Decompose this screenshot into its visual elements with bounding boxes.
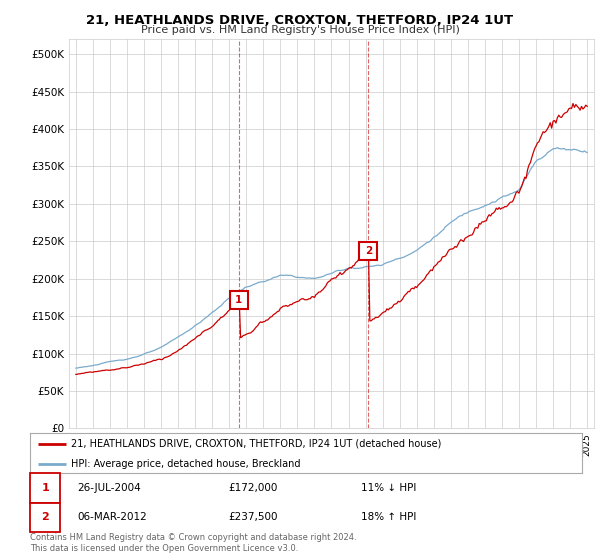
Text: £237,500: £237,500: [229, 512, 278, 522]
Text: Price paid vs. HM Land Registry's House Price Index (HPI): Price paid vs. HM Land Registry's House …: [140, 25, 460, 35]
Text: 2: 2: [41, 512, 49, 522]
Text: Contains HM Land Registry data © Crown copyright and database right 2024.
This d: Contains HM Land Registry data © Crown c…: [30, 533, 356, 553]
Text: 1: 1: [41, 483, 49, 493]
Text: 21, HEATHLANDS DRIVE, CROXTON, THETFORD, IP24 1UT (detached house): 21, HEATHLANDS DRIVE, CROXTON, THETFORD,…: [71, 439, 442, 449]
Text: 1: 1: [235, 295, 242, 305]
Text: 18% ↑ HPI: 18% ↑ HPI: [361, 512, 416, 522]
Text: 2: 2: [365, 246, 372, 256]
Text: 21, HEATHLANDS DRIVE, CROXTON, THETFORD, IP24 1UT: 21, HEATHLANDS DRIVE, CROXTON, THETFORD,…: [86, 14, 514, 27]
Text: 26-JUL-2004: 26-JUL-2004: [77, 483, 140, 493]
Text: £172,000: £172,000: [229, 483, 278, 493]
Text: 11% ↓ HPI: 11% ↓ HPI: [361, 483, 416, 493]
Text: 06-MAR-2012: 06-MAR-2012: [77, 512, 146, 522]
FancyBboxPatch shape: [30, 503, 61, 533]
Text: HPI: Average price, detached house, Breckland: HPI: Average price, detached house, Brec…: [71, 459, 301, 469]
FancyBboxPatch shape: [30, 473, 61, 503]
